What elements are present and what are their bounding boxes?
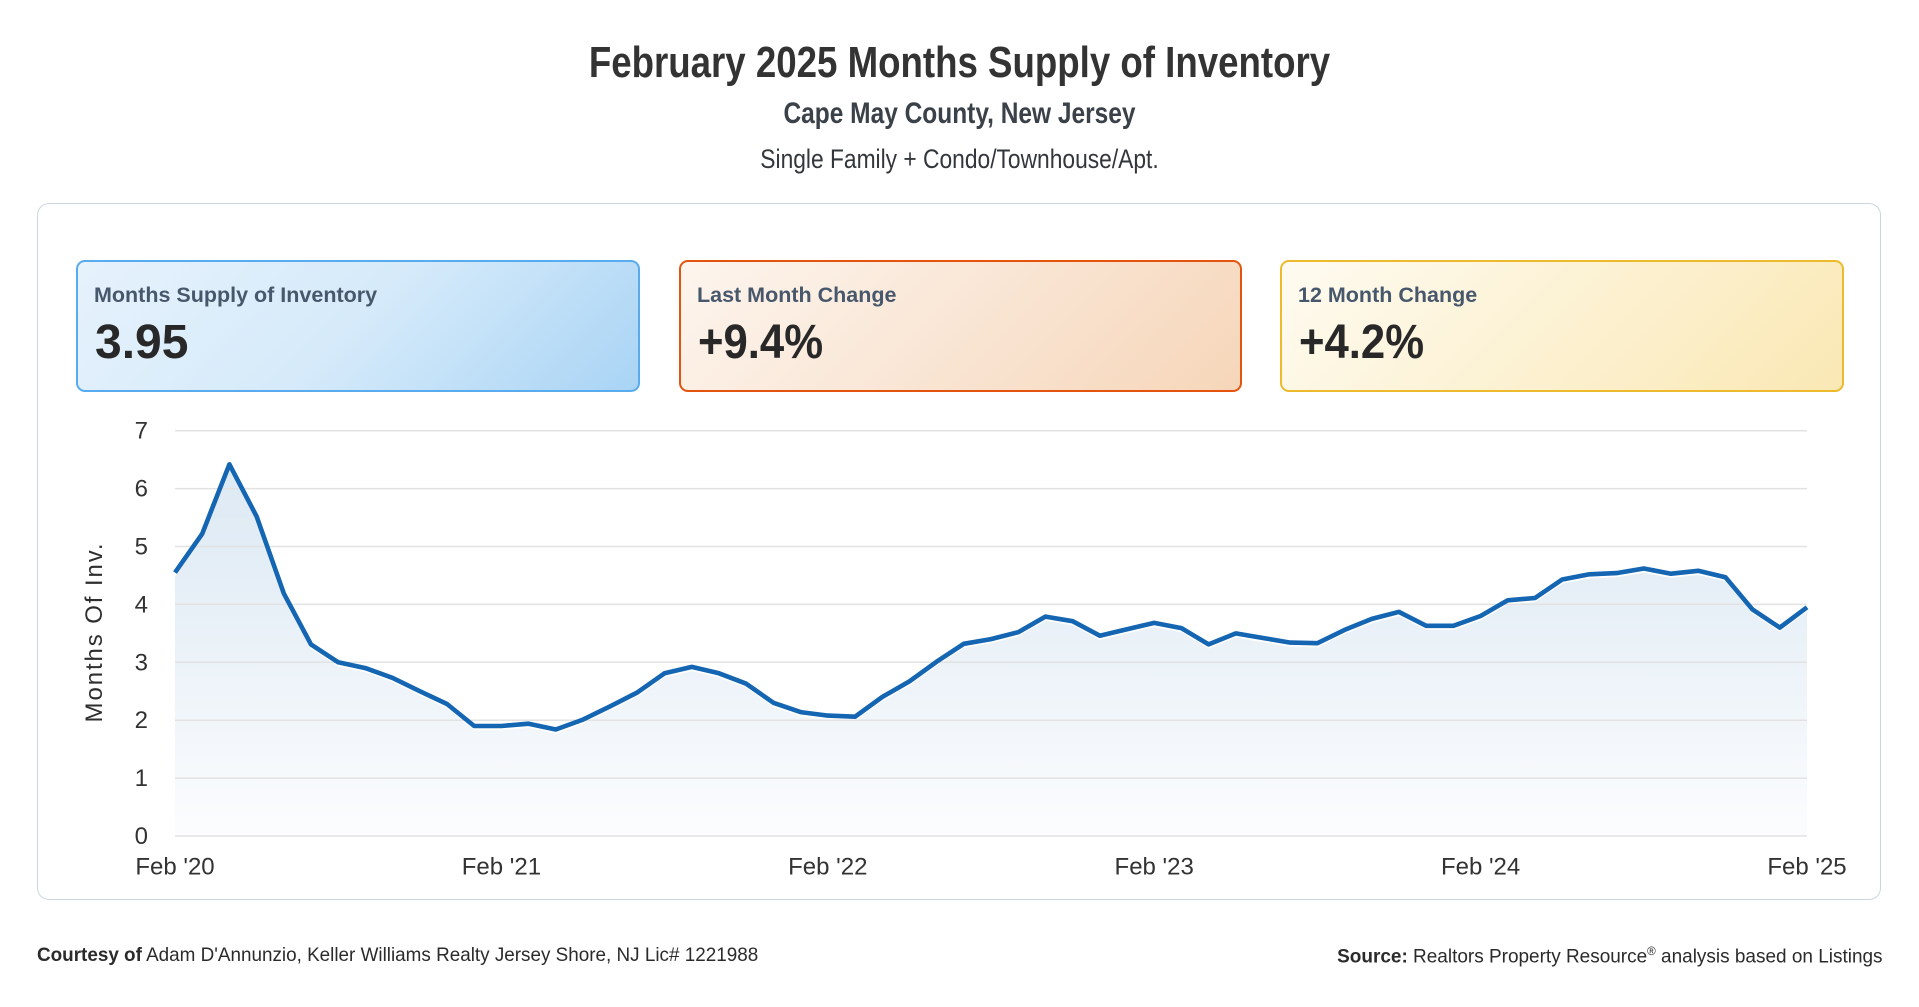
svg-text:3: 3: [135, 649, 148, 676]
svg-text:Feb '24: Feb '24: [1441, 854, 1520, 881]
svg-text:7: 7: [135, 418, 148, 445]
svg-text:4: 4: [135, 591, 148, 618]
svg-text:1: 1: [135, 765, 148, 792]
svg-text:6: 6: [135, 476, 148, 503]
svg-text:Feb '25: Feb '25: [1767, 854, 1846, 881]
svg-text:Feb '23: Feb '23: [1115, 854, 1194, 881]
svg-text:Months Of Inv.: Months Of Inv.: [81, 542, 108, 723]
svg-text:Feb '21: Feb '21: [462, 854, 541, 881]
svg-text:2: 2: [135, 707, 148, 734]
svg-text:5: 5: [135, 534, 148, 561]
svg-text:Feb '22: Feb '22: [788, 854, 867, 881]
svg-text:0: 0: [135, 823, 148, 850]
svg-text:Feb '20: Feb '20: [135, 854, 214, 881]
